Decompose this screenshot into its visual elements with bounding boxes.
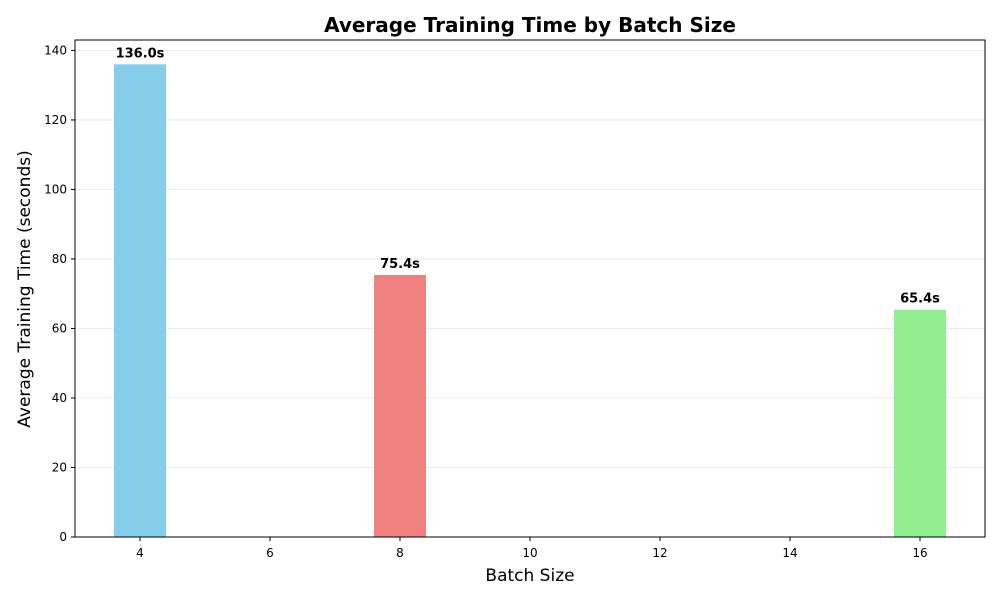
bar (894, 309, 946, 537)
x-tick-label: 16 (912, 546, 927, 560)
bar (374, 274, 426, 537)
y-tick-label: 100 (44, 182, 67, 196)
y-axis-title: Average Training Time (seconds) (15, 150, 35, 427)
data-label: 136.0s (116, 46, 165, 61)
y-tick-label: 140 (44, 43, 67, 57)
y-tick-label: 60 (52, 321, 67, 335)
x-tick-label: 12 (652, 546, 667, 560)
x-axis-title: Batch Size (485, 566, 574, 586)
y-tick-label: 40 (52, 391, 67, 405)
data-labels: 136.0s 75.4s 65.4s (116, 46, 941, 306)
x-tick-label: 4 (136, 546, 144, 560)
y-tick-label: 120 (44, 113, 67, 127)
chart-title: Average Training Time by Batch Size (324, 13, 736, 37)
y-tick-label: 80 (52, 252, 67, 266)
data-label: 75.4s (380, 257, 420, 272)
bar (114, 64, 166, 537)
x-tick-label: 6 (266, 546, 274, 560)
plot-frame (74, 39, 986, 538)
bars (114, 64, 946, 537)
y-tick-label: 20 (52, 460, 67, 474)
y-tick-label: 0 (59, 530, 67, 544)
axes: 4 6 8 10 12 14 16 0 20 40 60 80 100 120 140 (44, 39, 986, 560)
grid-lines (75, 50, 985, 468)
x-tick-label: 8 (396, 546, 404, 560)
data-label: 65.4s (900, 292, 940, 307)
x-tick-label: 10 (522, 546, 537, 560)
x-tick-label: 14 (782, 546, 797, 560)
